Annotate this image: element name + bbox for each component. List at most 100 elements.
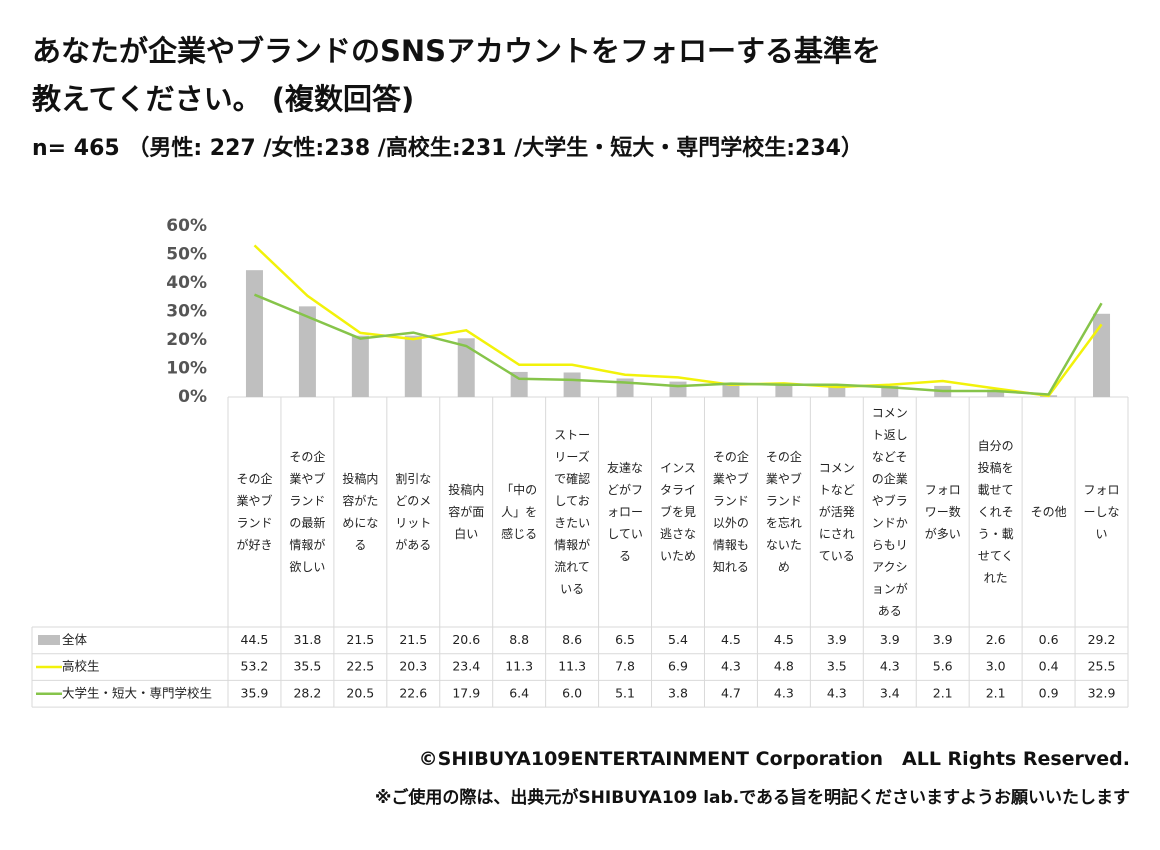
table-value: 35.5	[293, 659, 321, 674]
x-tick-label: コメントなどが活発にされている	[810, 397, 863, 627]
y-tick-label: 20%	[166, 330, 207, 350]
x-tick-label: その企業やブランドが好き	[228, 397, 281, 627]
label-text: 「中の人」を感じる	[501, 483, 538, 541]
table-value: 17.9	[452, 685, 480, 700]
table-value: 4.5	[721, 632, 741, 647]
table-value: 25.5	[1088, 659, 1116, 674]
table-value: 3.8	[668, 685, 688, 700]
bar	[245, 270, 263, 397]
x-tick-label: フォローしない	[1075, 397, 1128, 627]
y-tick-label: 40%	[166, 273, 207, 293]
label-text: ストーリーズで確認しておきたい情報が流れている	[554, 428, 591, 596]
table-value: 4.7	[721, 685, 741, 700]
bar	[987, 389, 1005, 397]
label-text: フォローしない	[1083, 483, 1120, 541]
x-tick-label: その企業やブランド以外の情報も知れる	[704, 397, 757, 627]
table-value: 35.9	[241, 685, 269, 700]
table-value: 4.3	[774, 685, 794, 700]
table-value: 32.9	[1088, 685, 1116, 700]
x-tick-label: 投稿内容がためになる	[334, 397, 387, 627]
table-value: 3.5	[827, 659, 847, 674]
bar	[404, 335, 422, 397]
bar	[298, 306, 316, 397]
table-value: 3.4	[880, 685, 900, 700]
label-text: その企業やブランドが好き	[236, 472, 273, 552]
x-tick-label: その企業やブランドを忘れないため	[757, 397, 810, 627]
label-text: 投稿内容がためになる	[342, 472, 379, 552]
table-value: 2.6	[986, 632, 1006, 647]
x-tick-label: コメント返しなどその企業やブランドからもリアクションがある	[863, 397, 916, 627]
table-value: 22.5	[346, 659, 374, 674]
line	[253, 293, 1103, 396]
table-value: 6.4	[509, 685, 529, 700]
label-text: インスタライブを見逃さないため	[659, 461, 696, 563]
table-value: 5.6	[933, 659, 953, 674]
label-text: フォロワー数が多い	[924, 483, 961, 541]
table-value: 20.3	[399, 659, 427, 674]
label-text: コメントなどが活発にされている	[818, 461, 855, 563]
title-line: あなたが企業やブランドのSNSアカウントをフォローする基準を	[32, 34, 882, 68]
table-value: 11.3	[505, 659, 533, 674]
x-tick-label: 「中の人」を感じる	[493, 397, 546, 627]
table-value: 5.1	[615, 685, 635, 700]
label-text: 投稿内容が面白い	[448, 483, 485, 541]
table-value: 0.4	[1039, 659, 1059, 674]
table-value: 20.6	[452, 632, 480, 647]
table-value: 8.6	[562, 632, 582, 647]
x-tick-label: 割引などのメリットがある	[387, 397, 440, 627]
label-text: その企業やブランドの最新情報が欲しい	[289, 450, 326, 574]
table-value: 31.8	[293, 632, 321, 647]
x-tick-label: その企業やブランドの最新情報が欲しい	[281, 397, 334, 627]
bar	[775, 384, 793, 397]
table-value: 3.0	[986, 659, 1006, 674]
legend-label: 高校生	[62, 659, 100, 674]
table-value: 2.1	[986, 685, 1006, 700]
table-value: 28.2	[293, 685, 321, 700]
y-tick-label: 50%	[166, 245, 207, 265]
label-text: 友達などがフォローしている	[607, 461, 644, 563]
legend-label: 全体	[62, 632, 88, 647]
table-value: 8.8	[509, 632, 529, 647]
bar	[1093, 313, 1111, 397]
bar	[828, 385, 846, 397]
table-value: 23.4	[452, 659, 480, 674]
label-text: 自分の投稿を載せてくれそう・載せてくれた	[977, 439, 1014, 585]
legend-label: 大学生・短大・専門学校生	[62, 685, 212, 700]
label-text: コメント返しなどその企業やブランドからもリアクションがある	[871, 406, 908, 618]
table-value: 6.5	[615, 632, 635, 647]
bar	[881, 385, 899, 397]
y-tick-label: 10%	[166, 359, 207, 379]
table-value: 4.5	[774, 632, 794, 647]
label-text: その他	[1030, 505, 1067, 519]
table-value: 21.5	[346, 632, 374, 647]
x-tick-label: 投稿内容が面白い	[440, 397, 493, 627]
bar	[457, 338, 475, 397]
table-value: 4.3	[880, 659, 900, 674]
table-value: 0.9	[1039, 685, 1059, 700]
bar	[669, 381, 687, 397]
table-value: 2.1	[933, 685, 953, 700]
table-value: 4.3	[827, 685, 847, 700]
label-text: その企業やブランド以外の情報も知れる	[712, 450, 749, 574]
copyright: ©SHIBUYA109ENTERTAINMENT Corporation ALL…	[418, 748, 1130, 770]
y-tick-label: 30%	[166, 302, 207, 322]
x-tick-label: フォロワー数が多い	[916, 397, 969, 627]
table-value: 4.8	[774, 659, 794, 674]
x-tick-label: 友達などがフォローしている	[599, 397, 652, 627]
subtitle: n= 465 （男性: 227 /女性:238 /高校生:231 /大学生・短大…	[32, 136, 863, 161]
table-value: 20.5	[346, 685, 374, 700]
label-text: その企業やブランドを忘れないため	[765, 450, 802, 574]
note: ※ご使用の際は、出典元がSHIBUYA109 lab.である旨を明記くださいます…	[374, 788, 1130, 808]
table-value: 0.6	[1039, 632, 1059, 647]
bar	[722, 384, 740, 397]
table-value: 22.6	[399, 685, 427, 700]
table-value: 5.4	[668, 632, 688, 647]
table-value: 4.3	[721, 659, 741, 674]
x-tick-label: インスタライブを見逃さないため	[652, 397, 705, 627]
x-tick-label: 自分の投稿を載せてくれそう・載せてくれた	[969, 397, 1022, 627]
table-value: 29.2	[1088, 632, 1116, 647]
table-value: 3.9	[827, 632, 847, 647]
table-value: 3.9	[880, 632, 900, 647]
